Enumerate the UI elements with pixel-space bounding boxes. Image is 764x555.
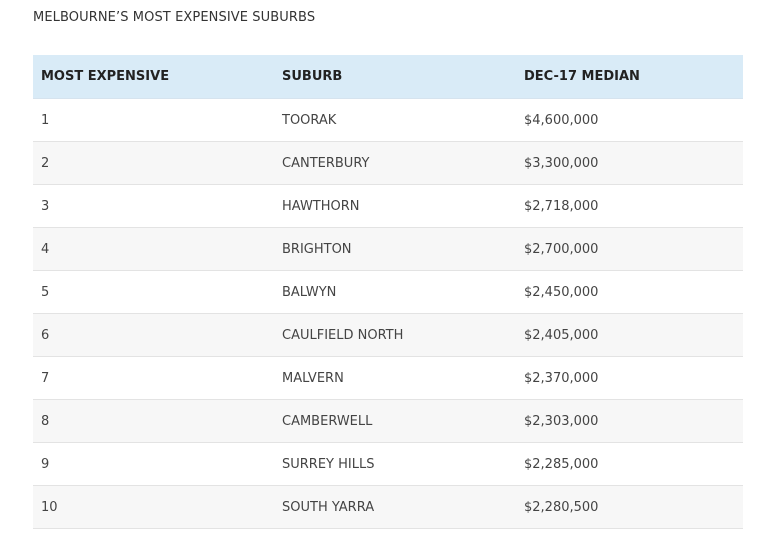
header-most-expensive: MOST EXPENSIVE xyxy=(33,55,274,99)
table-row: 9 SURREY HILLS $2,285,000 xyxy=(33,442,743,486)
header-dec-17-median: DEC-17 MEDIAN xyxy=(516,55,743,99)
suburb-cell: CANTERBURY xyxy=(274,141,516,185)
table-row: 6 CAULFIELD NORTH $2,405,000 xyxy=(33,313,743,357)
suburb-cell: BALWYN xyxy=(274,270,516,314)
header-suburb: SUBURB xyxy=(274,55,516,99)
suburbs-table: MOST EXPENSIVE SUBURB DEC-17 MEDIAN 1 TO… xyxy=(33,55,743,529)
rank-cell: 9 xyxy=(33,442,274,486)
table-row: 8 CAMBERWELL $2,303,000 xyxy=(33,399,743,443)
table-header: MOST EXPENSIVE SUBURB DEC-17 MEDIAN xyxy=(33,55,743,99)
median-cell: $2,450,000 xyxy=(516,270,743,314)
suburb-cell: SURREY HILLS xyxy=(274,442,516,486)
median-cell: $4,600,000 xyxy=(516,98,743,142)
suburb-cell: MALVERN xyxy=(274,356,516,400)
table-row: 4 BRIGHTON $2,700,000 xyxy=(33,227,743,271)
rank-cell: 8 xyxy=(33,399,274,443)
suburb-cell: BRIGHTON xyxy=(274,227,516,271)
median-cell: $2,285,000 xyxy=(516,442,743,486)
rank-cell: 3 xyxy=(33,184,274,228)
suburb-cell: CAMBERWELL xyxy=(274,399,516,443)
page-title: MELBOURNE’S MOST EXPENSIVE SUBURBS xyxy=(33,10,316,25)
suburb-cell: TOORAK xyxy=(274,98,516,142)
rank-cell: 4 xyxy=(33,227,274,271)
table-row: 7 MALVERN $2,370,000 xyxy=(33,356,743,400)
suburb-cell: HAWTHORN xyxy=(274,184,516,228)
table-row: 3 HAWTHORN $2,718,000 xyxy=(33,184,743,228)
suburb-cell: SOUTH YARRA xyxy=(274,485,516,529)
median-cell: $2,700,000 xyxy=(516,227,743,271)
median-cell: $3,300,000 xyxy=(516,141,743,185)
table-body: 1 TOORAK $4,600,000 2 CANTERBURY $3,300,… xyxy=(33,98,743,529)
rank-cell: 1 xyxy=(33,98,274,142)
median-cell: $2,405,000 xyxy=(516,313,743,357)
rank-cell: 7 xyxy=(33,356,274,400)
table-row: 5 BALWYN $2,450,000 xyxy=(33,270,743,314)
median-cell: $2,370,000 xyxy=(516,356,743,400)
rank-cell: 5 xyxy=(33,270,274,314)
table-header-row: MOST EXPENSIVE SUBURB DEC-17 MEDIAN xyxy=(33,55,743,99)
rank-cell: 2 xyxy=(33,141,274,185)
median-cell: $2,280,500 xyxy=(516,485,743,529)
suburb-cell: CAULFIELD NORTH xyxy=(274,313,516,357)
table-row: 10 SOUTH YARRA $2,280,500 xyxy=(33,485,743,529)
median-cell: $2,303,000 xyxy=(516,399,743,443)
rank-cell: 6 xyxy=(33,313,274,357)
median-cell: $2,718,000 xyxy=(516,184,743,228)
table-row: 2 CANTERBURY $3,300,000 xyxy=(33,141,743,185)
table-row: 1 TOORAK $4,600,000 xyxy=(33,98,743,142)
rank-cell: 10 xyxy=(33,485,274,529)
